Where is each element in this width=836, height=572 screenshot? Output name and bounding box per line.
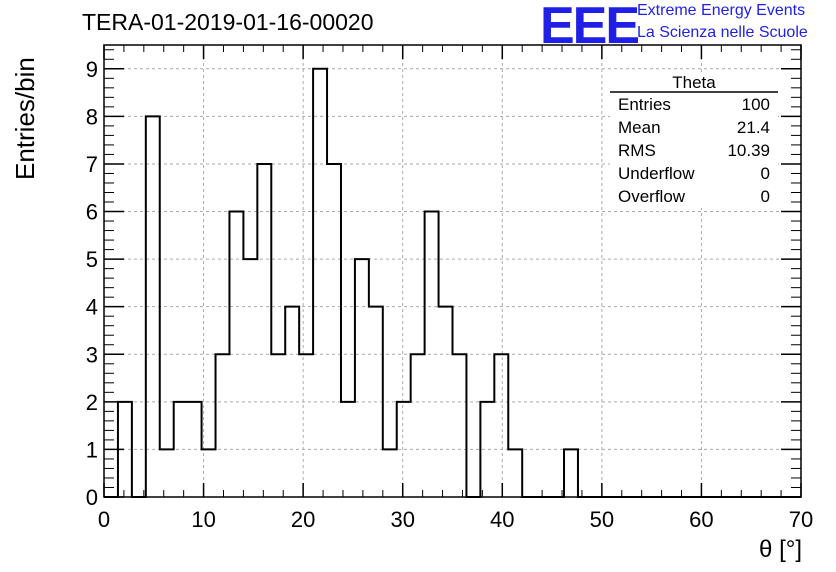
stats-label-overflow: Overflow [618,187,686,206]
x-tick-label: 40 [490,507,514,532]
y-tick-label: 0 [86,485,98,510]
y-tick-label: 8 [86,104,98,129]
x-tick-label: 50 [590,507,614,532]
x-tick-label: 30 [390,507,414,532]
x-tick-label: 10 [191,507,215,532]
stats-value-underflow: 0 [761,164,770,183]
stats-value-entries: 100 [742,95,770,114]
y-tick-label: 5 [86,247,98,272]
stats-title: Theta [672,73,716,92]
tick-labels: 0 10 20 30 40 50 60 70 0 1 2 3 4 5 6 7 8 9 [86,57,813,532]
logo-caption-2: La Scienza nelle Scuole [637,24,808,41]
eee-logo: EEE [540,0,640,55]
run-title: TERA-01-2019-01-16-00020 [82,9,374,35]
x-tick-label: 20 [291,507,315,532]
y-tick-label: 3 [86,342,98,367]
y-tick-label: 2 [86,390,98,415]
plot-frame [103,44,802,498]
y-tick-label: 1 [86,437,98,462]
y-axis-label: Entries/bin [10,57,40,180]
y-tick-label: 9 [86,57,98,82]
y-tick-label: 7 [86,152,98,177]
stats-value-mean: 21.4 [737,118,770,137]
logo-caption-1: Extreme Energy Events [637,2,806,19]
stats-label-mean: Mean [618,118,661,137]
stats-label-rms: RMS [618,141,656,160]
x-tick-label: 60 [689,507,713,532]
x-tick-label: 0 [98,507,110,532]
x-tick-label: 70 [789,507,813,532]
stats-value-overflow: 0 [761,187,770,206]
x-axis-label: θ [°] [759,536,802,563]
y-tick-label: 4 [86,295,98,320]
stats-box: Theta Entries 100 Mean 21.4 RMS 10.39 Un… [610,72,778,208]
histogram-outline [104,67,801,498]
axis-ticks [103,45,802,498]
stats-label-underflow: Underflow [618,164,695,183]
stats-value-rms: 10.39 [727,141,770,160]
stats-label-entries: Entries [618,95,671,114]
y-tick-label: 6 [86,200,98,225]
